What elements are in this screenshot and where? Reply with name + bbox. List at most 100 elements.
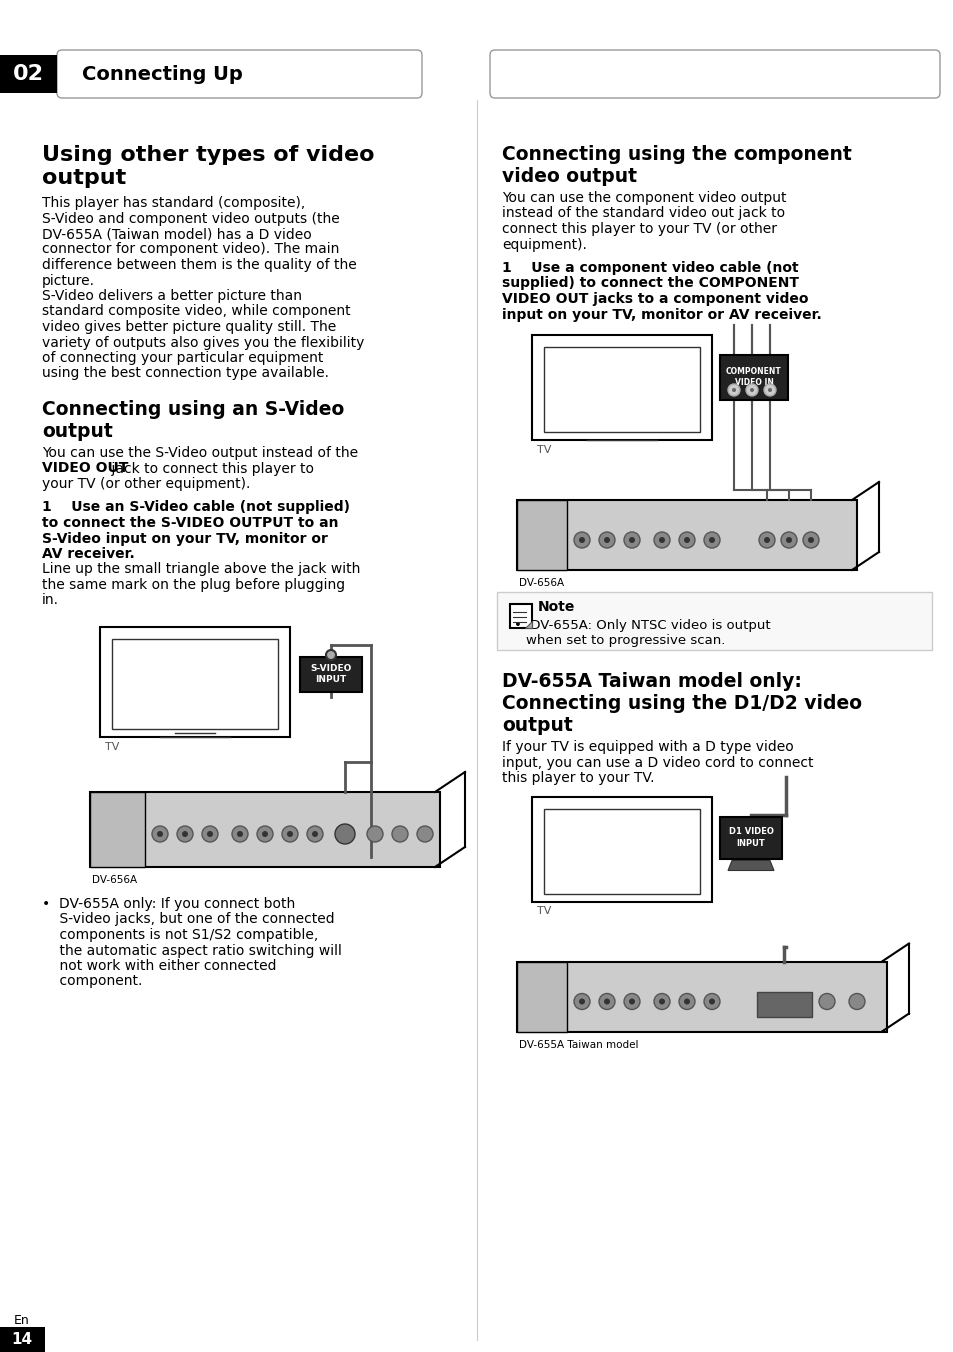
Circle shape	[603, 537, 609, 544]
Text: the automatic aspect ratio switching will: the automatic aspect ratio switching wil…	[42, 944, 341, 957]
Circle shape	[578, 999, 584, 1005]
Circle shape	[781, 531, 796, 548]
Circle shape	[807, 537, 813, 544]
Bar	[100, 627, 290, 737]
Circle shape	[287, 831, 293, 837]
Text: using the best connection type available.: using the best connection type available…	[42, 366, 329, 380]
Text: output: output	[42, 422, 112, 441]
Circle shape	[367, 826, 382, 842]
Circle shape	[312, 831, 317, 837]
Circle shape	[207, 831, 213, 837]
Text: Connecting using the component: Connecting using the component	[501, 145, 851, 164]
Text: You can use the S-Video output instead of the: You can use the S-Video output instead o…	[42, 446, 357, 460]
Bar	[497, 592, 931, 650]
Text: •  DV-655A only: If you connect both: • DV-655A only: If you connect both	[42, 896, 294, 911]
Text: input, you can use a D video cord to connect: input, you can use a D video cord to con…	[501, 756, 813, 769]
Text: not work with either connected: not work with either connected	[42, 959, 276, 973]
Text: S-video jacks, but one of the connected: S-video jacks, but one of the connected	[42, 913, 335, 926]
Text: You can use the component video output: You can use the component video output	[501, 191, 785, 206]
Text: DV-656A: DV-656A	[91, 875, 137, 886]
Circle shape	[727, 384, 740, 396]
Text: difference between them is the quality of the: difference between them is the quality o…	[42, 258, 356, 272]
Text: Connecting using the D1/D2 video: Connecting using the D1/D2 video	[501, 694, 862, 713]
Text: video gives better picture quality still. The: video gives better picture quality still…	[42, 320, 335, 334]
Text: variety of outputs also gives you the flexibility: variety of outputs also gives you the fl…	[42, 335, 364, 350]
Bar	[517, 500, 566, 571]
Text: Connecting Up: Connecting Up	[82, 65, 242, 84]
Text: the same mark on the plug before plugging: the same mark on the plug before pluggin…	[42, 579, 345, 592]
Bar	[532, 335, 711, 439]
Bar	[757, 991, 811, 1017]
Bar	[543, 347, 700, 433]
Circle shape	[802, 531, 818, 548]
Text: connect this player to your TV (or other: connect this player to your TV (or other	[501, 222, 776, 237]
Text: video output: video output	[501, 168, 637, 187]
Text: instead of the standard video out jack to: instead of the standard video out jack t…	[501, 207, 784, 220]
Circle shape	[679, 994, 695, 1010]
Circle shape	[628, 537, 635, 544]
Text: D1 VIDEO
INPUT: D1 VIDEO INPUT	[728, 827, 773, 848]
Circle shape	[759, 531, 774, 548]
Text: Connecting using an S-Video: Connecting using an S-Video	[42, 400, 344, 419]
Text: Note: Note	[537, 600, 575, 614]
Text: component.: component.	[42, 975, 142, 988]
Circle shape	[785, 537, 791, 544]
FancyBboxPatch shape	[57, 50, 421, 97]
Text: this player to your TV.: this player to your TV.	[501, 771, 654, 786]
Circle shape	[177, 826, 193, 842]
Circle shape	[598, 994, 615, 1010]
Text: TV: TV	[537, 445, 551, 456]
Text: If your TV is equipped with a D type video: If your TV is equipped with a D type vid…	[501, 740, 793, 754]
Bar	[517, 961, 566, 1032]
Text: 1    Use a component video cable (not: 1 Use a component video cable (not	[501, 261, 798, 274]
Text: 1    Use an S-Video cable (not supplied): 1 Use an S-Video cable (not supplied)	[42, 500, 350, 515]
Text: En: En	[14, 1314, 30, 1326]
Text: COMPONENT
VIDEO IN: COMPONENT VIDEO IN	[725, 366, 781, 387]
Circle shape	[767, 388, 771, 392]
Circle shape	[848, 994, 864, 1010]
Circle shape	[654, 994, 669, 1010]
Text: Line up the small triangle above the jack with: Line up the small triangle above the jac…	[42, 562, 360, 576]
Circle shape	[679, 531, 695, 548]
Circle shape	[603, 999, 609, 1005]
Text: of connecting your particular equipment: of connecting your particular equipment	[42, 352, 323, 365]
Text: input on your TV, monitor or AV receiver.: input on your TV, monitor or AV receiver…	[501, 307, 821, 322]
Circle shape	[623, 994, 639, 1010]
Bar	[532, 796, 711, 902]
Circle shape	[818, 994, 834, 1010]
Circle shape	[628, 999, 635, 1005]
Text: DV-655A (Taiwan model) has a D video: DV-655A (Taiwan model) has a D video	[42, 227, 312, 241]
Text: AV receiver.: AV receiver.	[42, 548, 134, 561]
Bar	[720, 356, 787, 400]
Text: connector for component video). The main: connector for component video). The main	[42, 242, 339, 257]
Text: equipment).: equipment).	[501, 238, 586, 251]
Text: picture.: picture.	[42, 273, 95, 288]
Circle shape	[574, 531, 589, 548]
Circle shape	[763, 537, 769, 544]
Circle shape	[236, 831, 243, 837]
Text: supplied) to connect the COMPONENT: supplied) to connect the COMPONENT	[501, 277, 799, 291]
Bar	[543, 808, 700, 894]
Text: Using other types of video: Using other types of video	[42, 145, 375, 165]
Text: DV-655A Taiwan model: DV-655A Taiwan model	[518, 1040, 638, 1049]
Bar	[112, 639, 277, 729]
Text: This player has standard (composite),: This player has standard (composite),	[42, 196, 305, 210]
Text: jack to connect this player to: jack to connect this player to	[107, 461, 314, 476]
Circle shape	[659, 999, 664, 1005]
Circle shape	[708, 999, 714, 1005]
Circle shape	[152, 826, 168, 842]
Text: S-Video delivers a better picture than: S-Video delivers a better picture than	[42, 289, 302, 303]
Circle shape	[335, 823, 355, 844]
Text: TV: TV	[105, 742, 119, 752]
Circle shape	[262, 831, 268, 837]
Circle shape	[326, 650, 335, 660]
Circle shape	[654, 531, 669, 548]
FancyBboxPatch shape	[490, 50, 939, 97]
Circle shape	[683, 999, 689, 1005]
Bar	[299, 657, 361, 692]
Circle shape	[578, 537, 584, 544]
Text: output: output	[501, 717, 572, 735]
Text: in.: in.	[42, 594, 59, 607]
Bar	[517, 961, 886, 1032]
Text: components is not S1/S2 compatible,: components is not S1/S2 compatible,	[42, 927, 318, 942]
